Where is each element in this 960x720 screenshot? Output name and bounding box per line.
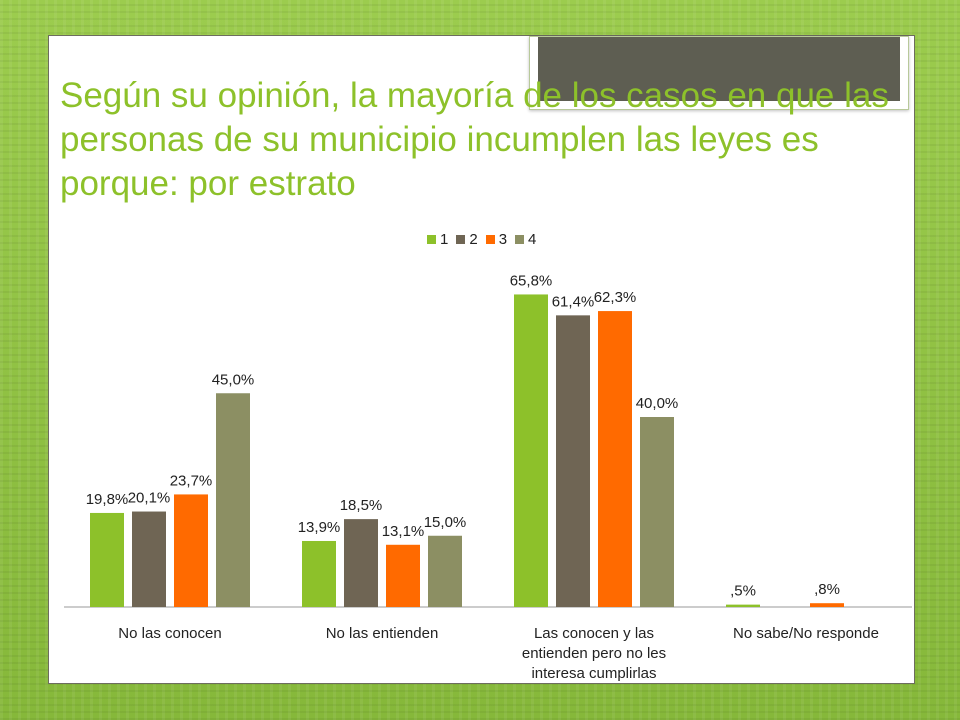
legend-item-3: 3 <box>485 230 508 248</box>
data-label: ,8% <box>814 581 840 598</box>
bar-series-4-cat-0 <box>216 393 250 607</box>
category-label: No las conocen <box>118 625 221 642</box>
data-label: 13,1% <box>382 523 425 540</box>
category-label: No sabe/No responde <box>733 625 879 642</box>
bar-series-3-cat-2 <box>598 311 632 607</box>
bar-series-3-cat-0 <box>174 494 208 607</box>
chart-legend: 1 2 3 4 <box>427 229 536 249</box>
bar-series-4-cat-2 <box>640 417 674 607</box>
legend-label: 3 <box>498 230 508 248</box>
legend-swatch <box>515 234 525 244</box>
bar-series-2-cat-1 <box>344 519 378 607</box>
data-label: 15,0% <box>424 514 467 531</box>
legend-item-2: 2 <box>456 230 478 248</box>
data-label: 13,9% <box>298 519 341 536</box>
legend-label: 4 <box>528 230 537 248</box>
bar-series-3-cat-3 <box>810 603 844 607</box>
bar-series-2-cat-0 <box>132 511 166 607</box>
data-label: 62,3% <box>594 289 637 306</box>
legend-swatch <box>485 234 495 244</box>
decorative-frame <box>529 36 909 110</box>
bar-series-1-cat-2 <box>514 294 548 607</box>
legend-label: 2 <box>469 230 478 248</box>
data-label: 18,5% <box>340 497 383 514</box>
bar-series-4-cat-1 <box>428 535 462 607</box>
legend-swatch <box>456 234 466 244</box>
legend-swatch <box>427 234 436 244</box>
data-label: 23,7% <box>170 472 213 489</box>
legend-label: 1 <box>440 230 449 248</box>
data-label: 19,8% <box>86 491 129 508</box>
bar-series-2-cat-2 <box>556 315 590 607</box>
data-label: 65,8% <box>510 272 553 289</box>
data-label: 40,0% <box>636 395 679 412</box>
category-label: Las conocen y las entienden pero no les in… <box>522 625 666 682</box>
data-label: ,5% <box>730 583 756 600</box>
decorative-frame-fill <box>538 37 900 101</box>
data-label: 45,0% <box>212 371 255 388</box>
bar-series-1-cat-0 <box>90 512 124 607</box>
category-label: No las entienden <box>326 625 439 642</box>
data-label: 61,4% <box>552 293 595 310</box>
bar-series-3-cat-1 <box>386 544 420 607</box>
bar-series-1-cat-1 <box>302 540 336 607</box>
bar-series-1-cat-3 <box>726 604 760 607</box>
legend-item-4: 4 <box>515 231 536 248</box>
slide-title: Según su opinión, la mayoría de los caso… <box>60 76 889 203</box>
legend-item-1: 1 <box>427 231 448 248</box>
data-label: 20,1% <box>128 490 171 507</box>
